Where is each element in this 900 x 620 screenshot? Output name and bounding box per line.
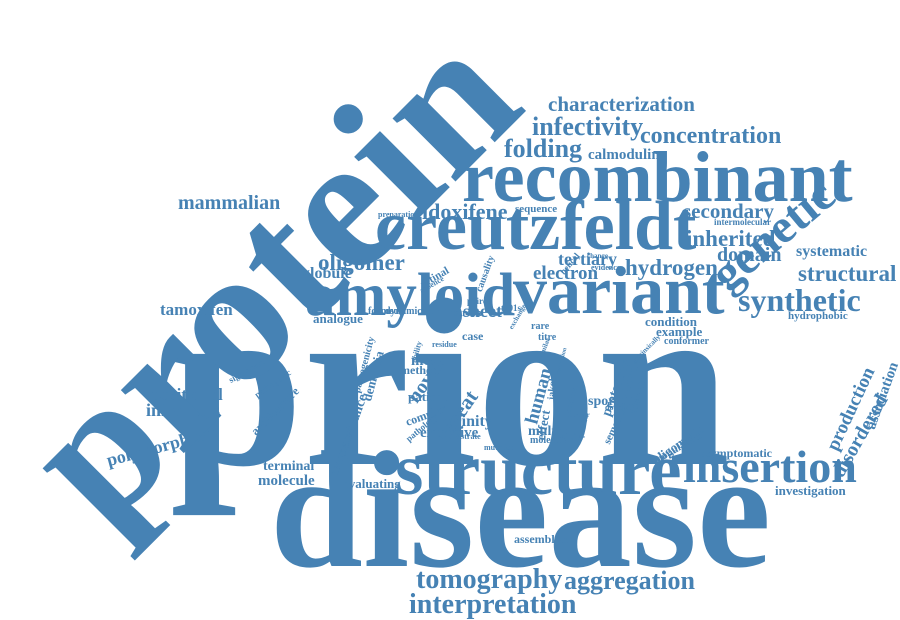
word-variant: variant [513, 252, 725, 328]
word-disease: disease [270, 417, 771, 603]
word-tomography: tomography [416, 564, 563, 595]
word-calmodulin: calmodulin [588, 146, 660, 163]
word-case: case [462, 329, 484, 343]
word-concentration: concentration [640, 122, 782, 149]
word-infectious: infectious [146, 399, 220, 420]
word-illustrate: illustrate [450, 432, 481, 441]
word-interpretation: interpretation [409, 589, 577, 620]
word-sporadic: sporadic [588, 393, 640, 409]
word-terminal: terminal [263, 458, 315, 474]
word-further: further [568, 410, 590, 419]
word-secondary: secondary [683, 199, 774, 223]
word-extensive: extensive [420, 424, 479, 441]
word-affinity: affinity [443, 412, 493, 430]
word-hydrogen: hydrogen [625, 254, 718, 280]
word-sequence: sequence [515, 203, 558, 215]
word-evidence: evidence [591, 262, 621, 272]
word-patient: patient [408, 389, 447, 404]
word-jakob: jakob [545, 374, 560, 401]
word-tertiary: tertiary [558, 249, 617, 269]
word-tamoxifen: tamoxifen [160, 300, 233, 319]
word-characterization: characterization [548, 92, 695, 116]
word-multiple: multiple [528, 423, 578, 439]
word-titre: titre [538, 332, 557, 343]
word-molecular: molecular [530, 435, 573, 446]
word-oligomer: oligomer [318, 249, 405, 275]
word-insertion: insertion [683, 440, 857, 492]
word-positional: positional [152, 385, 223, 404]
word-asymptomatic: asymptomatic [700, 445, 772, 460]
word-domain: domain [717, 243, 782, 266]
word-sheet: sheet [463, 300, 502, 321]
word-hydrophobic: hydrophobic [788, 309, 848, 322]
word-systematic: systematic [796, 242, 868, 260]
word-amyloid: amyloid [305, 262, 516, 329]
word-rare: rare [531, 321, 550, 332]
word-analogue: analogue [313, 310, 363, 326]
word-conformer: conformer [664, 335, 709, 347]
word-method: method [400, 363, 439, 377]
word-formed: formed [368, 305, 400, 317]
word-prion: prion [170, 249, 731, 516]
word-example: example [656, 324, 703, 339]
word-inherited: inherited [686, 225, 776, 251]
word-mammalian: mammalian [178, 192, 281, 214]
word-globule: globule [302, 265, 352, 282]
word-dynamic: dynamic [385, 305, 422, 317]
word-folding: folding [504, 134, 583, 163]
word-mutation: mutation [484, 442, 516, 452]
word-change: change [587, 251, 608, 260]
word-creutzfeldt: creutzfeldt [375, 188, 697, 265]
word-aggregation: aggregation [564, 566, 695, 595]
word-structural: structural [798, 260, 897, 286]
word-strain: strain [454, 307, 482, 319]
word-paired: paired [467, 296, 492, 306]
word-recombinant: recombinant [462, 137, 853, 217]
word-condition: condition [645, 314, 698, 329]
word-preparation: preparation [378, 210, 419, 219]
word-residue: residue [432, 340, 457, 349]
word-assemblies: assemblies [514, 531, 568, 546]
word-evaluating: evaluating [343, 476, 401, 491]
word-intermolecular: intermolecular [714, 216, 771, 227]
word-t201s: t201s [501, 303, 521, 313]
word-electron: electron [533, 263, 599, 284]
word-idoxifene: idoxifene [422, 199, 508, 224]
word-mouse: mouse [411, 352, 452, 369]
word-synthetic: synthetic [738, 282, 861, 318]
word-double: double [605, 403, 629, 412]
word-infectivity: infectivity [532, 111, 644, 141]
word-molecule: molecule [258, 472, 315, 489]
word-structure: structure [395, 428, 682, 510]
word-investigation: investigation [775, 482, 846, 498]
